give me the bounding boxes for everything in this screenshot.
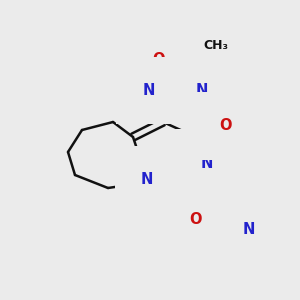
Text: N: N xyxy=(195,83,208,98)
Text: O: O xyxy=(152,52,165,67)
Text: N: N xyxy=(201,155,213,170)
Text: CH₃: CH₃ xyxy=(203,39,228,52)
Text: C: C xyxy=(242,196,252,211)
Text: N: N xyxy=(141,172,153,188)
Text: N: N xyxy=(243,223,255,238)
Text: O: O xyxy=(189,212,201,226)
Text: O: O xyxy=(220,118,232,134)
Text: N: N xyxy=(142,83,154,98)
